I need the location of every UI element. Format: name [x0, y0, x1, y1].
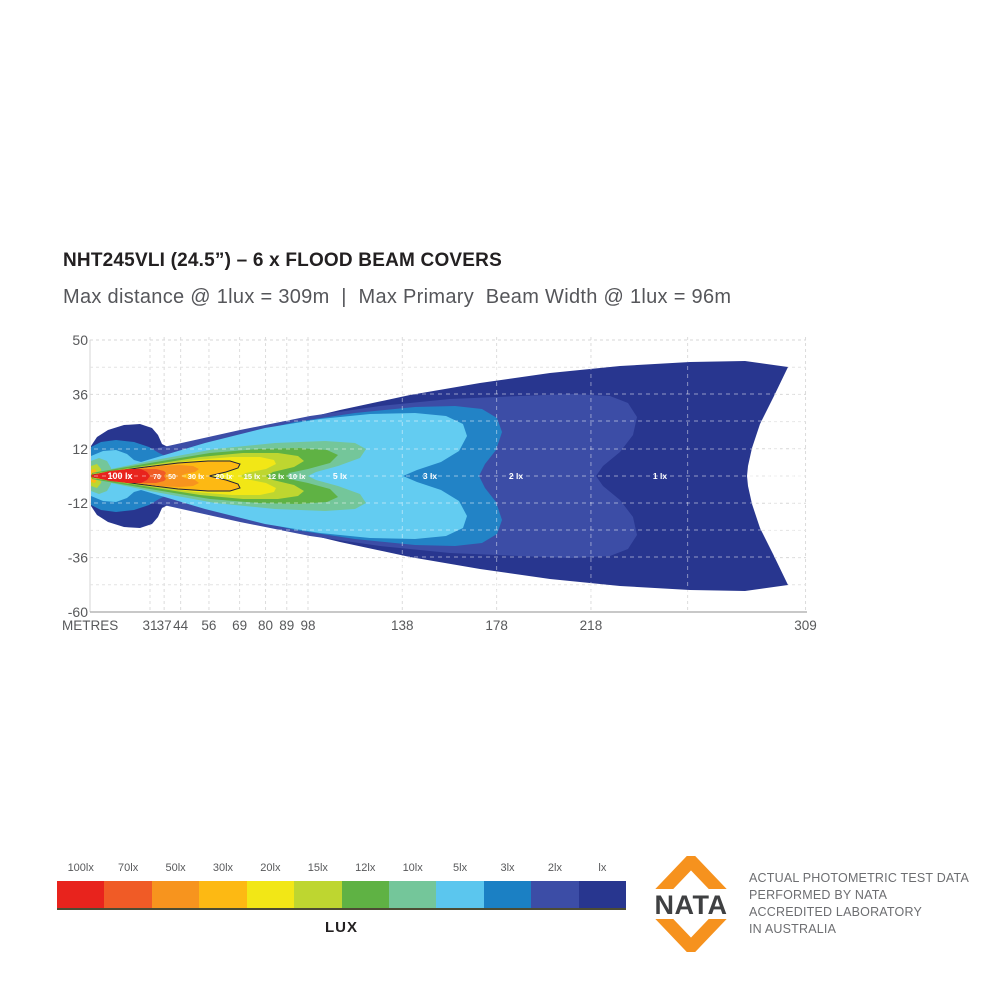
svg-text:NATA: NATA [655, 890, 728, 920]
svg-text:15 lx: 15 lx [244, 472, 262, 481]
svg-text:5 lx: 5 lx [333, 471, 347, 481]
svg-text:3 lx: 3 lx [423, 471, 437, 481]
legend-swatch [57, 881, 105, 908]
svg-text:36: 36 [72, 386, 88, 402]
svg-text:100 lx: 100 lx [107, 471, 132, 481]
svg-text:44: 44 [173, 618, 189, 633]
legend-swatch [483, 881, 532, 908]
svg-text:138: 138 [391, 618, 414, 633]
svg-text:50: 50 [168, 474, 176, 481]
svg-text:309: 309 [794, 618, 817, 633]
svg-text:12: 12 [72, 441, 88, 457]
svg-text:56: 56 [201, 618, 216, 633]
svg-text:10 lx: 10 lx [289, 472, 307, 481]
legend-item-label: 15lx [307, 862, 328, 874]
nata-statement: ACTUAL PHOTOMETRIC TEST DATA PERFORMED B… [749, 871, 969, 936]
legend-item-label: 30lx [212, 862, 234, 874]
svg-text:20 lx: 20 lx [216, 472, 234, 481]
lux-legend: 100lx 70lx 50lx 30lx 20lx 15lx 12lx 10lx 5lx 3lx 2… [57, 862, 627, 936]
svg-text:98: 98 [300, 618, 315, 633]
svg-text:31: 31 [142, 618, 157, 633]
legend-item-label: lx [598, 862, 607, 874]
legend-swatch [294, 881, 342, 908]
legend-color-band [57, 881, 627, 910]
svg-text:50: 50 [72, 332, 88, 348]
legend-swatch [104, 881, 152, 908]
legend-swatch [531, 881, 579, 908]
svg-text:218: 218 [580, 618, 603, 633]
svg-text:1 lx: 1 lx [653, 471, 667, 481]
legend-item-label: 3lx [500, 862, 515, 874]
legend-swatch [388, 881, 437, 908]
legend-item-label: 2lx [547, 862, 562, 874]
page-title: NHT245VLI (24.5”) – 6 x FLOOD BEAM COVER… [63, 250, 502, 271]
nata-logo-icon: NATA [645, 856, 737, 952]
legend-swatch [341, 881, 389, 908]
svg-text:-12: -12 [68, 495, 88, 511]
legend-item-label: 10lx [402, 862, 423, 874]
svg-text:METRES: METRES [62, 618, 118, 633]
nata-accreditation: NATA ACTUAL PHOTOMETRIC TEST DATA PERFOR… [645, 856, 969, 952]
svg-text:80: 80 [258, 618, 273, 633]
legend-item-label: 5lx [453, 862, 468, 874]
svg-text:30 lx: 30 lx [188, 472, 206, 481]
svg-text:2 lx: 2 lx [509, 471, 523, 481]
svg-text:70: 70 [153, 474, 161, 481]
legend-swatch [246, 881, 295, 908]
page-subtitle: Max distance @ 1lux = 309m | Max Primary… [63, 286, 732, 308]
svg-text:-60: -60 [68, 604, 88, 620]
svg-text:89: 89 [279, 618, 294, 633]
legend-swatch [436, 881, 484, 908]
legend-labels: 100lx 70lx 50lx 30lx 20lx 15lx 12lx 10lx 5lx 3lx 2… [57, 862, 626, 874]
legend-item-label: 100lx [67, 862, 94, 874]
legend-title: LUX [325, 919, 358, 936]
legend-item-label: 12lx [355, 862, 376, 874]
legend-swatch [199, 881, 247, 908]
svg-text:37: 37 [157, 618, 172, 633]
legend-item-label: 50lx [165, 862, 186, 874]
legend-item-label: 20lx [260, 862, 281, 874]
svg-text:69: 69 [232, 618, 247, 633]
beam-pattern-chart: 100 lx 70 50 30 lx 20 lx 15 lx 12 lx 10 lx 5 lx 3… [62, 332, 817, 633]
legend-swatch [578, 881, 627, 908]
svg-text:-36: -36 [68, 550, 88, 566]
legend-item-label: 70lx [118, 862, 139, 874]
svg-text:12 lx: 12 lx [268, 472, 286, 481]
svg-text:178: 178 [485, 618, 508, 633]
legend-swatch [151, 881, 200, 908]
